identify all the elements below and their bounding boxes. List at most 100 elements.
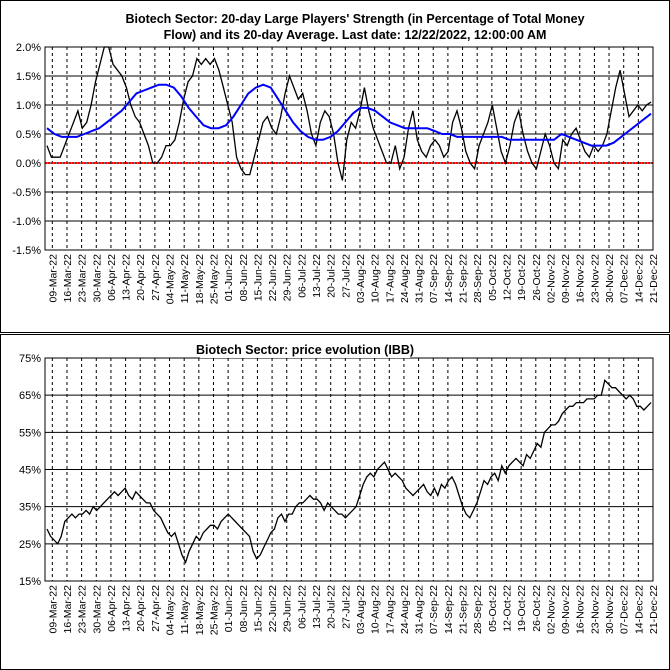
chart2-x-axis: 09-Mar-22 16-Mar-22 23-Mar-22 30-Mar-22 06-A…	[47, 585, 660, 635]
c1-x-tick-label: 05-Oct-22	[487, 254, 499, 301]
c1-x-tick-label: 16-Mar-22	[62, 254, 74, 303]
c1-y-tick-label: -0.5%	[12, 187, 41, 199]
c1-x-tick-label: 03-Aug-22	[355, 254, 367, 303]
c2-x-tick-label: 03-Aug-22	[355, 585, 367, 634]
c2-x-tick-label: 30-Nov-22	[604, 585, 616, 634]
c2-x-tick-label: 20-Jul-22	[326, 585, 338, 629]
c2-x-tick-label: 21-Dec-22	[648, 585, 660, 634]
chart2-y-axis: 15% 25% 35% 45% 55% 65% 75%	[19, 353, 41, 588]
c1-x-tick-label: 22-Jun-22	[267, 254, 279, 301]
c2-x-tick-label: 25-May-22	[208, 585, 220, 635]
c1-x-tick-label: 16-Nov-22	[575, 254, 587, 303]
c1-x-tick-label: 13-Apr-22	[121, 254, 133, 301]
c1-x-tick-label: 10-Aug-22	[370, 254, 382, 303]
c1-x-tick-label: 12-Oct-22	[501, 254, 513, 301]
c2-x-tick-label: 13-Jul-22	[311, 585, 323, 629]
c2-x-tick-label: 27-Jul-22	[340, 585, 352, 629]
c1-x-tick-label: 14-Dec-22	[633, 254, 645, 303]
c1-y-tick-label: 0.5%	[16, 129, 41, 141]
c2-x-tick-label: 06-Apr-22	[106, 585, 118, 632]
c1-x-tick-label: 28-Sep-22	[472, 254, 484, 303]
c1-x-tick-label: 23-Nov-22	[589, 254, 601, 303]
c2-x-tick-label: 05-Oct-22	[487, 585, 499, 632]
c1-x-tick-label: 08-Jun-22	[238, 254, 250, 301]
c1-x-tick-label: 02-Nov-22	[545, 254, 557, 303]
c1-y-tick-label: 1.0%	[16, 100, 41, 112]
c2-x-tick-label: 30-Mar-22	[91, 585, 103, 634]
c1-x-tick-label: 30-Mar-22	[91, 254, 103, 303]
c1-x-tick-label: 20-Apr-22	[135, 254, 147, 301]
c1-x-tick-label: 13-Jul-22	[311, 254, 323, 298]
chart1-series-daily-line	[46, 46, 652, 181]
chart1-y-axis: -1.5% -1.0% -0.5% 0.0% 0.5% 1.0% 1.5% 2.0%	[12, 42, 41, 257]
c1-y-tick-label: 1.5%	[16, 71, 41, 83]
chart1-plot-area	[44, 46, 654, 251]
c2-x-tick-label: 23-Nov-22	[589, 585, 601, 634]
c1-x-tick-label: 30-Nov-22	[604, 254, 616, 303]
c2-y-tick-label: 45%	[19, 465, 41, 477]
chart2-title: Biotech Sector: price evolution (IBB)	[196, 343, 414, 357]
c1-x-tick-label: 17-Aug-22	[384, 254, 396, 303]
c1-x-tick-label: 07-Dec-22	[619, 254, 631, 303]
c2-x-tick-label: 26-Oct-22	[531, 585, 543, 632]
c1-y-tick-label: -1.5%	[12, 245, 41, 257]
c1-x-tick-label: 31-Aug-22	[414, 254, 426, 303]
c1-x-tick-label: 06-Apr-22	[106, 254, 118, 301]
c2-x-tick-label: 01-Jun-22	[223, 585, 235, 632]
bottom-chart-border	[0, 334, 670, 670]
c1-x-tick-label: 25-May-22	[208, 254, 220, 304]
c1-x-tick-label: 01-Jun-22	[223, 254, 235, 301]
c2-x-tick-label: 17-Aug-22	[384, 585, 396, 634]
top-chart-border	[0, 0, 670, 333]
c2-x-tick-label: 18-May-22	[194, 585, 206, 635]
c1-x-tick-label: 24-Aug-22	[399, 254, 411, 303]
c1-x-tick-label: 26-Oct-22	[531, 254, 543, 301]
c2-x-tick-label: 16-Nov-22	[575, 585, 587, 634]
chart1-title-line1: Biotech Sector: 20-day Large Players' St…	[125, 12, 584, 26]
c2-y-tick-label: 15%	[19, 576, 41, 588]
c2-y-tick-label: 35%	[19, 502, 41, 514]
c2-y-tick-label: 25%	[19, 539, 41, 551]
c2-x-tick-label: 24-Aug-22	[399, 585, 411, 634]
c1-x-tick-label: 09-Mar-22	[47, 254, 59, 303]
c2-x-tick-label: 21-Sep-22	[458, 585, 470, 634]
c2-x-tick-label: 28-Sep-22	[472, 585, 484, 634]
c1-y-tick-label: 2.0%	[16, 42, 41, 54]
c1-x-tick-label: 27-Jul-22	[340, 254, 352, 298]
chart2-series-price-line	[46, 378, 652, 565]
c2-x-tick-label: 14-Dec-22	[633, 585, 645, 634]
c1-x-tick-label: 29-Jun-22	[282, 254, 294, 301]
c1-x-tick-label: 06-Jul-22	[296, 254, 308, 298]
c2-x-tick-label: 06-Jul-22	[296, 585, 308, 629]
chart1-x-axis: 09-Mar-22 16-Mar-22 23-Mar-22 30-Mar-22 06-A…	[47, 254, 660, 304]
c2-x-tick-label: 10-Aug-22	[370, 585, 382, 634]
c2-x-tick-label: 12-Oct-22	[501, 585, 513, 632]
c2-x-tick-label: 22-Jun-22	[267, 585, 279, 632]
c2-x-tick-label: 04-May-22	[165, 585, 177, 635]
c1-x-tick-label: 11-May-22	[179, 254, 191, 304]
c2-x-tick-label: 11-May-22	[179, 585, 191, 635]
c2-x-tick-label: 16-Mar-22	[62, 585, 74, 634]
c1-x-tick-label: 07-Sep-22	[428, 254, 440, 303]
c1-x-tick-label: 19-Oct-22	[516, 254, 528, 301]
c2-x-tick-label: 27-Apr-22	[150, 585, 162, 632]
c1-y-tick-label: 0.0%	[16, 158, 41, 170]
c2-y-tick-label: 65%	[19, 390, 41, 402]
c1-y-tick-label: -1.0%	[12, 216, 41, 228]
chart1-title-line2: Flow) and its 20-day Average. Last date:…	[164, 28, 547, 42]
c2-y-tick-label: 75%	[19, 353, 41, 365]
c2-x-tick-label: 31-Aug-22	[414, 585, 426, 634]
c1-x-tick-label: 20-Jul-22	[326, 254, 338, 298]
c2-x-tick-label: 07-Sep-22	[428, 585, 440, 634]
c1-x-tick-label: 21-Sep-22	[458, 254, 470, 303]
c2-x-tick-label: 23-Mar-22	[77, 585, 89, 634]
chart2-title-box	[200, 341, 410, 358]
c2-x-tick-label: 19-Oct-22	[516, 585, 528, 632]
c2-x-tick-label: 20-Apr-22	[135, 585, 147, 632]
c1-x-tick-label: 27-Apr-22	[150, 254, 162, 301]
c1-x-tick-label: 14-Sep-22	[443, 254, 455, 303]
c2-x-tick-label: 14-Sep-22	[443, 585, 455, 634]
c2-x-tick-label: 09-Mar-22	[47, 585, 59, 634]
c2-y-tick-label: 55%	[19, 427, 41, 439]
